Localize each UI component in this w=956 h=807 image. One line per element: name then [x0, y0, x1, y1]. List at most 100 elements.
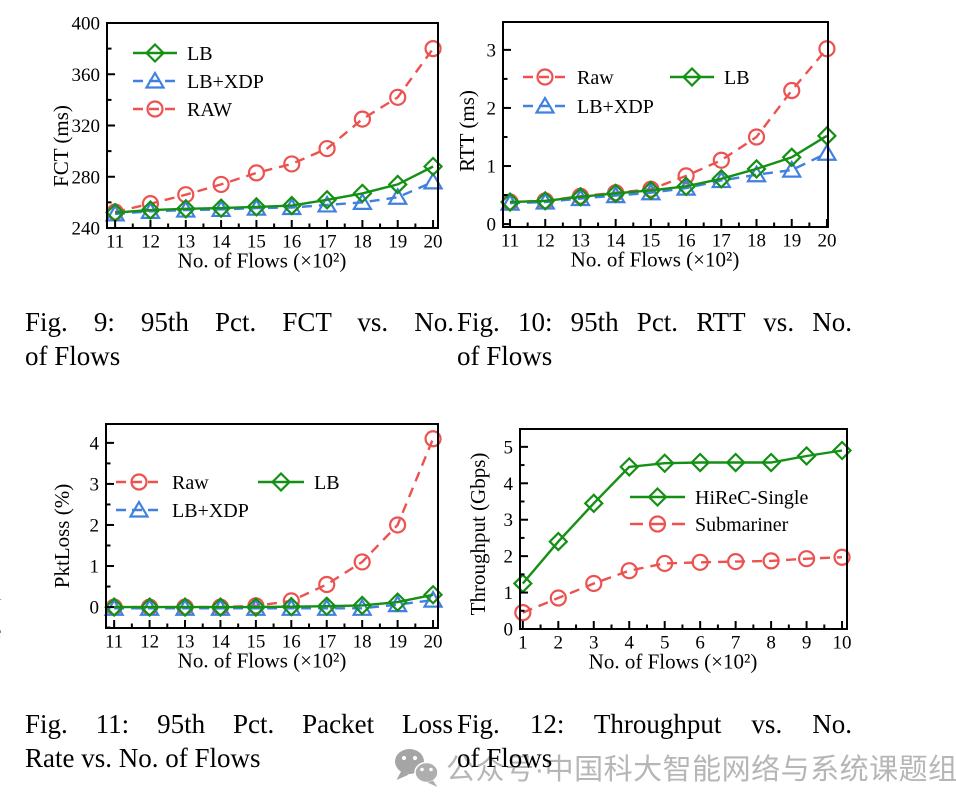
marker-circle-submariner [656, 554, 674, 573]
legend-label-lb-xdp: LB+XDP [577, 96, 654, 118]
marker-diamond-lb [570, 186, 591, 207]
y-tick-label: 280 [72, 167, 101, 188]
marker-triangle-lb-xdp [781, 159, 803, 178]
x-tick-label: 11 [105, 632, 123, 653]
marker-triangle-lb-xdp [534, 95, 556, 114]
x-tick-label: 14 [606, 231, 626, 252]
fig9-caption: Fig. 9: 95th Pct. FCT vs. No. of Flows [25, 305, 454, 373]
marker-circle-submariner [620, 562, 638, 580]
marker-diamond-lb [387, 174, 408, 195]
marker-diamond-lb [711, 168, 732, 189]
x-tick-label: 14 [212, 232, 232, 253]
x-tick-label: 16 [282, 232, 301, 253]
x-tick-label: 18 [353, 632, 372, 653]
marker-circle-submariner [514, 604, 532, 622]
watermark-text: 公众号·中国科大智能网络与系统课题组 [446, 754, 956, 786]
legend-label-raw: Raw [172, 472, 209, 494]
y-tick-label: 2 [90, 515, 100, 536]
x-tick-label: 15 [641, 231, 660, 252]
y-tick-label: 3 [487, 40, 497, 61]
x-axis-label: No. of Flows (×10²) [571, 248, 740, 272]
x-axis-label: No. of Flows (×10²) [178, 649, 347, 673]
marker-diamond-lb [174, 597, 196, 618]
legend-label-submariner: Submariner [695, 514, 789, 536]
marker-circle-raw [130, 473, 148, 491]
legend-label-lb: LB [314, 472, 340, 494]
x-tick-label: 16 [282, 632, 301, 653]
marker-circle-submariner [833, 548, 851, 566]
series-line-lb-xdp [509, 152, 828, 205]
x-tick-label: 11 [106, 232, 124, 253]
marker-diamond-lb [816, 125, 837, 146]
y-tick-label: 5 [504, 437, 514, 458]
marker-circle-raw [146, 100, 164, 118]
series-line-raw [114, 438, 435, 609]
marker-diamond-hirec-single [619, 456, 640, 477]
x-tick-label: 19 [388, 232, 407, 253]
x-tick-label: 17 [712, 231, 731, 252]
x-axis-label: No. of Flows (×10²) [178, 249, 347, 273]
marker-diamond-lb [211, 198, 232, 219]
chart-fig9-fct: 11 12 13 14 15 16 17 18 19 20 240 280 320 360 400 No. o… [49, 14, 444, 273]
marker-circle-submariner [648, 515, 667, 533]
marker-diamond-lb [746, 158, 767, 179]
marker-diamond-hirec-single [583, 493, 604, 514]
x-tick-label: 14 [211, 632, 231, 653]
marker-circle-raw [783, 81, 801, 100]
marker-circle-raw [212, 175, 230, 194]
marker-diamond-lb [535, 190, 556, 211]
fig10-caption-line1: Fig. 10: 95th Pct. RTT vs. No. [457, 307, 852, 337]
marker-circle-raw [353, 553, 371, 571]
y-axis-label: RTT (ms) [455, 90, 479, 172]
marker-diamond-lb [387, 592, 408, 613]
legend-label-raw: Raw [577, 67, 614, 89]
y-tick-label: 3 [504, 510, 514, 531]
marker-diamond-lb [175, 198, 196, 219]
y-tick-label: 0 [487, 215, 497, 236]
x-tick-label: 20 [424, 632, 443, 653]
x-tick-label: 2 [554, 633, 564, 654]
x-tick-label: 12 [140, 632, 159, 653]
marker-triangle-lb-xdp [387, 187, 409, 205]
marker-circle-raw [318, 139, 336, 158]
y-tick-label: 240 [72, 219, 101, 240]
x-tick-label: 18 [747, 231, 766, 252]
series-line-submariner [522, 556, 843, 614]
y-tick-label: 4 [90, 433, 100, 454]
marker-diamond-lb [316, 596, 337, 617]
marker-diamond-lb [210, 597, 231, 618]
legend-label-lb-xdp: LB+XDP [187, 71, 264, 93]
edge-text-fragment: e [0, 619, 1, 644]
marker-circle-raw [712, 151, 730, 169]
x-tick-label: 12 [536, 231, 555, 252]
marker-diamond-lb [281, 596, 302, 617]
marker-diamond-lb [104, 597, 125, 618]
fig12-caption: Fig. 12: Throughput vs. No. of Flows [457, 707, 852, 775]
x-tick-label: 18 [353, 232, 372, 253]
marker-circle-raw [283, 155, 301, 173]
marker-diamond-lb [317, 189, 338, 210]
marker-diamond-lb [281, 195, 302, 216]
marker-diamond-hirec-single [690, 452, 711, 473]
marker-diamond-lb [270, 471, 292, 493]
marker-diamond-lb [144, 42, 166, 64]
y-tick-label: 400 [72, 14, 101, 35]
fig12-caption-line2: of Flows [457, 743, 553, 773]
x-tick-label: 17 [317, 632, 336, 653]
series-line-lb [115, 165, 434, 214]
plot-border [502, 21, 829, 228]
legend-label-hirec-single: HiReC-Single [695, 487, 808, 509]
marker-triangle-lb-xdp [144, 70, 166, 89]
x-tick-label: 7 [731, 633, 741, 654]
y-tick-label: 320 [72, 116, 101, 137]
x-tick-label: 12 [141, 232, 160, 253]
marker-diamond-lb [140, 200, 161, 221]
x-tick-label: 3 [589, 633, 599, 654]
legend-label-lb-xdp: LB+XDP [172, 500, 249, 522]
fig9-caption-line2: of Flows [25, 341, 121, 371]
marker-diamond-lb [246, 196, 267, 217]
marker-triangle-lb-xdp [128, 499, 150, 518]
fig10-caption: Fig. 10: 95th Pct. RTT vs. No. of Flows [457, 305, 852, 373]
x-tick-label: 8 [766, 633, 776, 654]
